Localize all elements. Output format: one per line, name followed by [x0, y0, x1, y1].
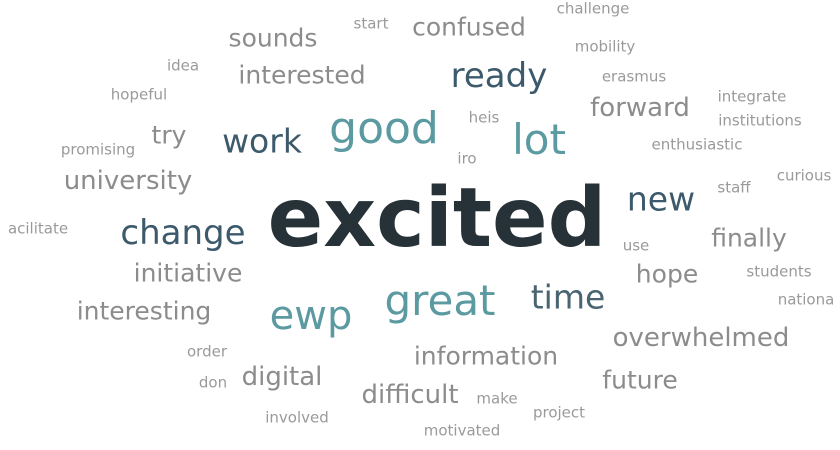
word-initiative: initiative	[133, 258, 243, 288]
word-great: great	[384, 276, 496, 325]
word-information: information	[413, 341, 559, 371]
word-heis: heis	[468, 108, 500, 127]
word-overwhelmed: overwhelmed	[612, 323, 790, 353]
word-promising: promising	[60, 140, 136, 159]
word-start: start	[353, 14, 389, 33]
word-erasmus: erasmus	[601, 67, 667, 86]
word-sounds: sounds	[228, 23, 318, 53]
word-use: use	[622, 236, 650, 255]
word-enthusiastic: enthusiastic	[651, 135, 743, 154]
word-project: project	[532, 403, 586, 422]
word-make: make	[476, 389, 518, 408]
word-idea: idea	[166, 56, 200, 75]
word-involved: involved	[265, 408, 329, 427]
word-good: good	[329, 103, 439, 154]
word-future: future	[602, 365, 678, 395]
word-iro: iro	[457, 149, 477, 168]
word-lot: lot	[512, 115, 566, 164]
word-don: don	[198, 373, 228, 392]
word-hope: hope	[635, 259, 699, 289]
word-hopeful: hopeful	[110, 85, 168, 104]
word-new: new	[626, 179, 696, 219]
word-excited: excited	[267, 171, 607, 266]
word-digital: digital	[241, 362, 323, 392]
word-integrate: integrate	[717, 87, 787, 106]
word-change: change	[120, 213, 246, 253]
word-interested: interested	[238, 60, 366, 90]
word-time: time	[530, 277, 606, 317]
word-nationa: nationa	[777, 290, 835, 309]
word-motivated: motivated	[423, 421, 501, 440]
word-mobility: mobility	[574, 37, 636, 56]
word-ready: ready	[450, 56, 548, 96]
word-ewp: ewp	[269, 293, 353, 339]
word-interesting: interesting	[76, 296, 212, 326]
word-university: university	[63, 166, 193, 196]
word-confused: confused	[412, 12, 526, 42]
word-students: students	[746, 262, 812, 281]
word-try: try	[151, 120, 187, 150]
word-staff: staff	[717, 178, 751, 197]
word-curious: curious	[776, 166, 832, 185]
word-work: work	[222, 121, 302, 161]
word-difficult: difficult	[361, 380, 459, 410]
word-challenge: challenge	[556, 0, 630, 18]
word-forward: forward	[590, 93, 690, 123]
word-institutions: institutions	[718, 111, 802, 130]
word-order: order	[187, 342, 227, 361]
word-finally: finally	[711, 223, 787, 253]
word-acilitate: acilitate	[7, 219, 69, 238]
